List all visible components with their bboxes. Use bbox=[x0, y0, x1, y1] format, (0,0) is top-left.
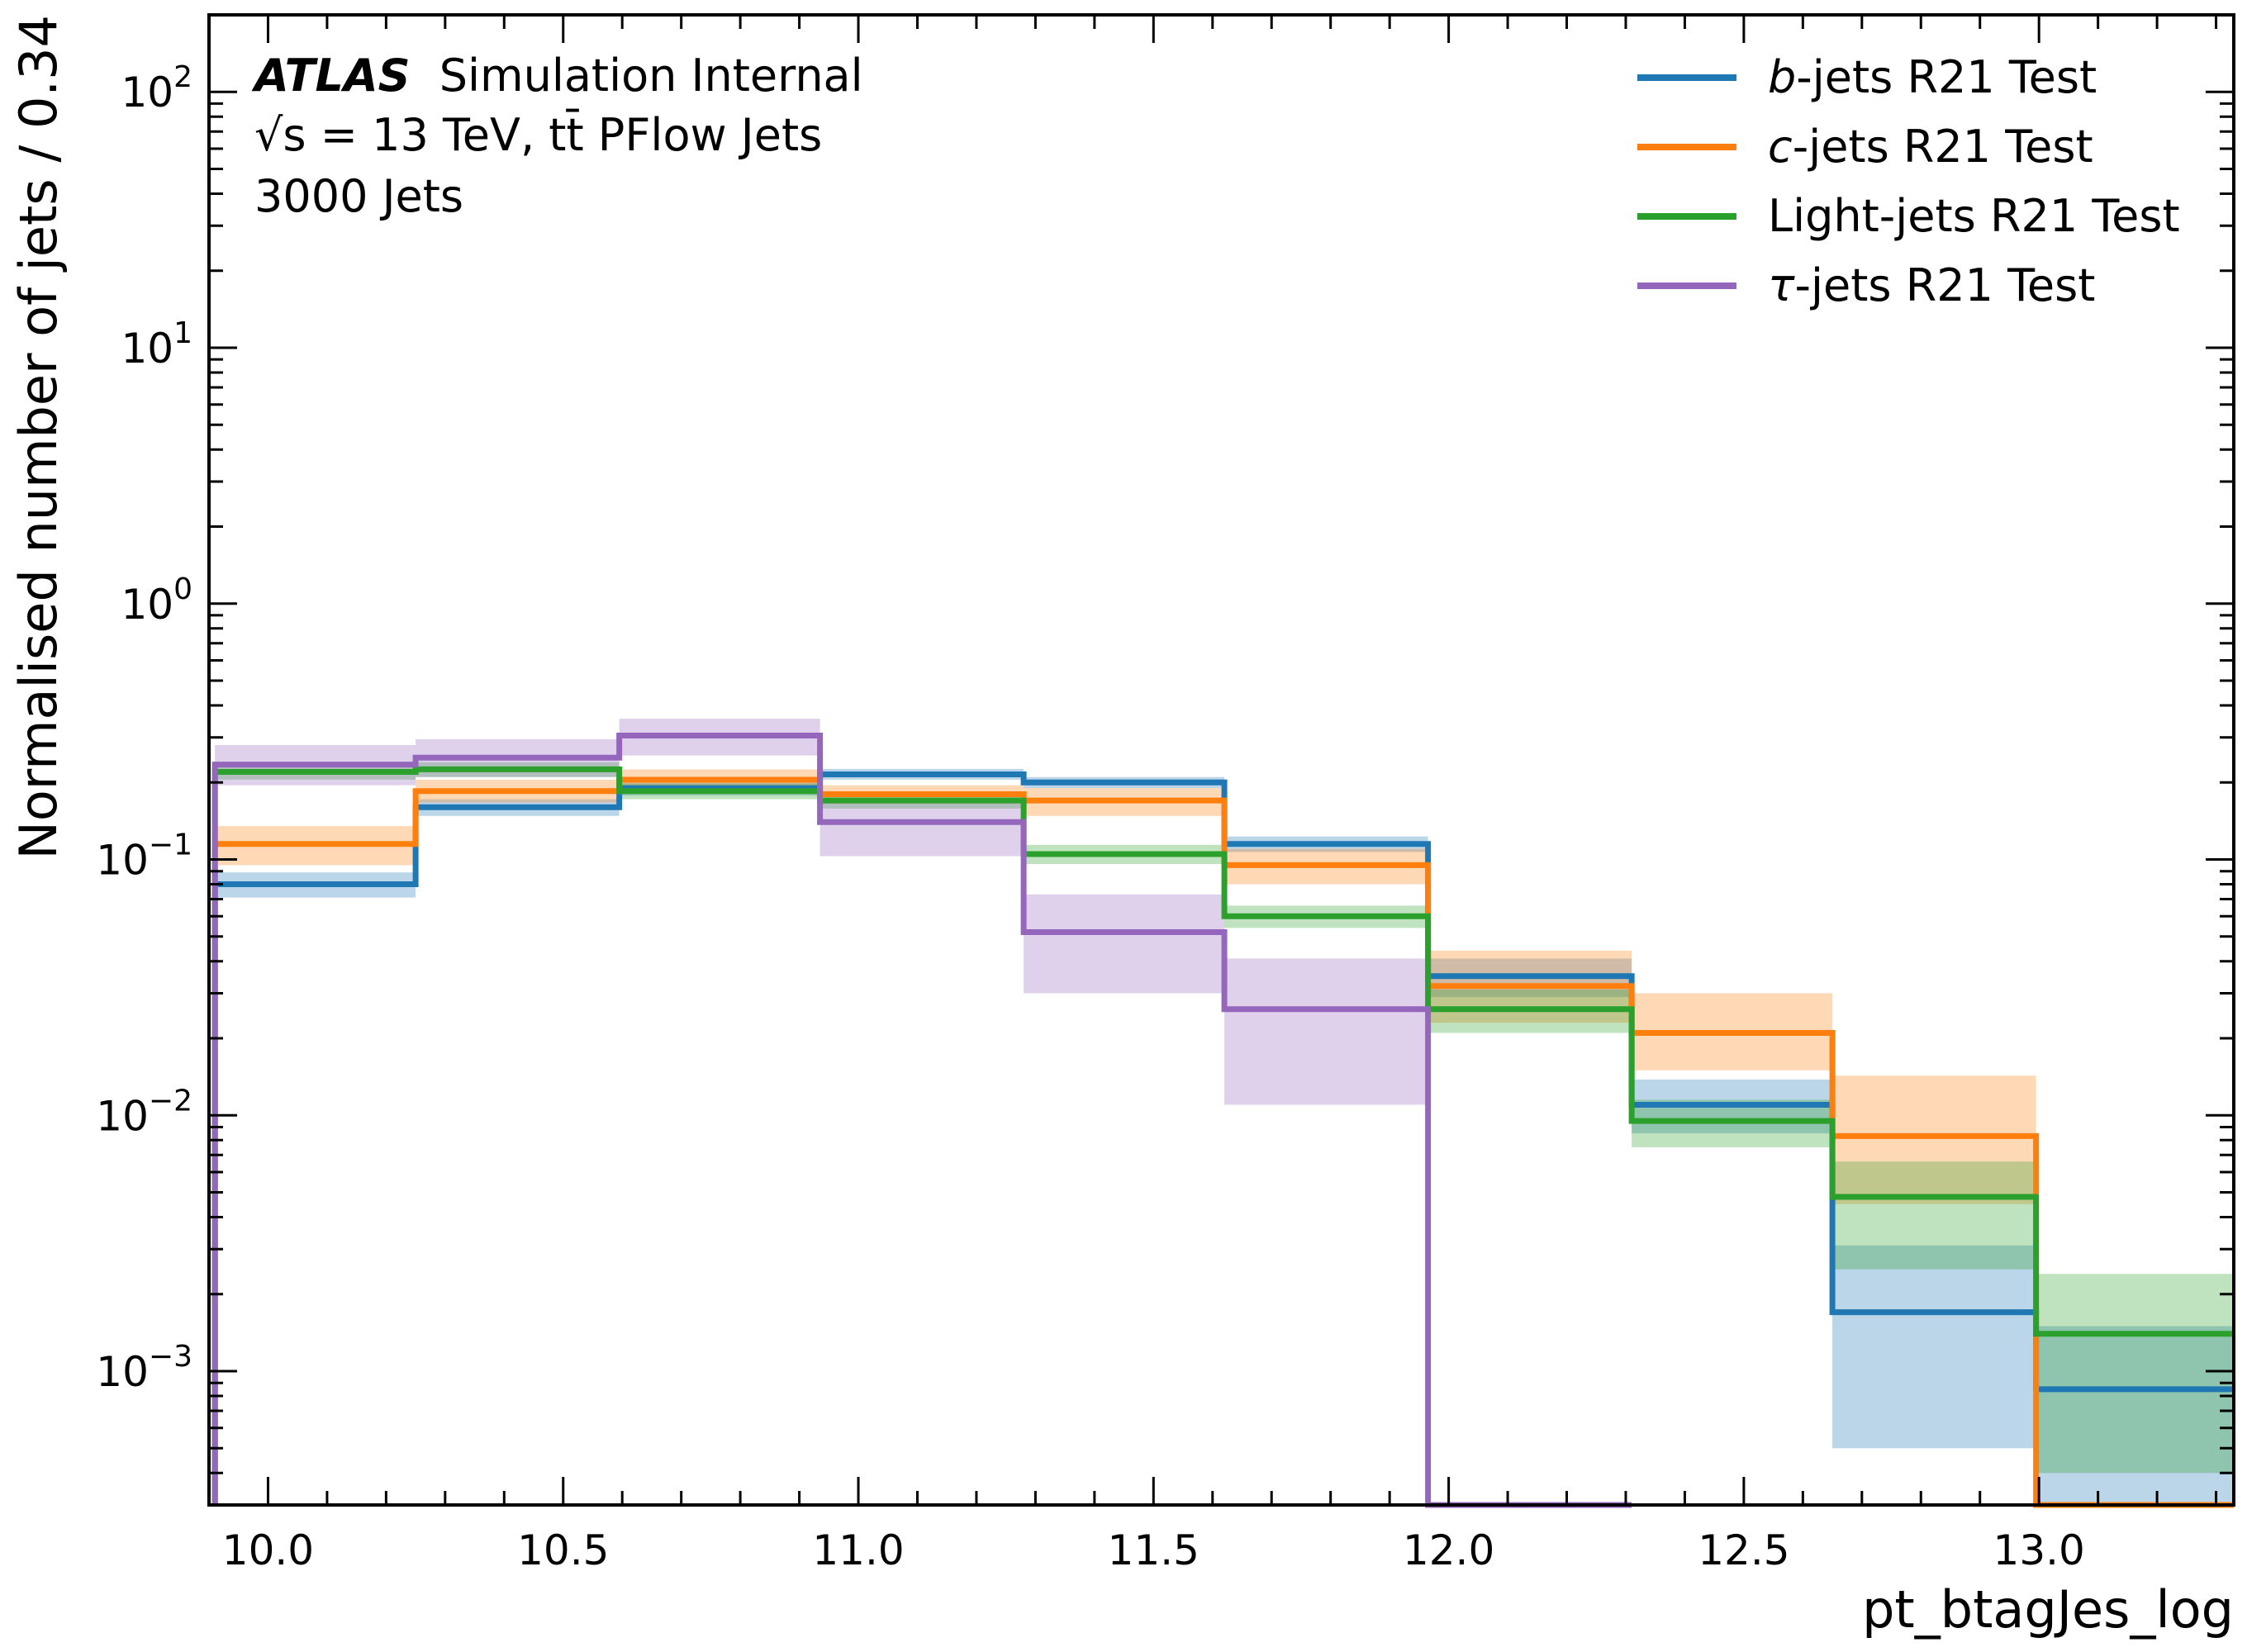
y-axis-label: Normalised number of jets / 0.34 bbox=[8, 15, 69, 860]
band-1-bin-8 bbox=[1832, 1075, 2036, 1204]
uncertainty-bands bbox=[215, 719, 2234, 1505]
x-tick-label: 12.0 bbox=[1403, 1526, 1494, 1574]
atlas-status: Simulation Internal bbox=[439, 50, 863, 102]
series-line-0 bbox=[211, 771, 2234, 1505]
legend-label: c-jets R21 Test bbox=[1768, 121, 2093, 173]
y-tick-exp: −1 bbox=[149, 828, 192, 862]
legend-label: b-jets R21 Test bbox=[1768, 51, 2097, 103]
plot-frame bbox=[207, 13, 2235, 1507]
series-line-1 bbox=[211, 776, 2234, 1508]
series-line-3 bbox=[211, 733, 1632, 1508]
y-tick-exp: −3 bbox=[149, 1340, 192, 1374]
y-tick-label: 10−1 bbox=[96, 828, 192, 885]
legend-label: Light-jets R21 Test bbox=[1768, 190, 2180, 242]
y-tick-base: 10 bbox=[121, 69, 173, 116]
x-tick-label: 11.0 bbox=[812, 1526, 904, 1574]
x-tick-labels: 10.0 10.5 11.0 11.5 12.0 12.5 13.0 bbox=[222, 1526, 2085, 1574]
axis-ticks bbox=[209, 13, 2234, 1507]
atlas-experiment: ATLAS bbox=[251, 50, 411, 102]
y-tick-exp: 1 bbox=[173, 316, 192, 350]
legend-label-rest: -jets R21 Test bbox=[1796, 51, 2097, 103]
y-tick-base: 10 bbox=[121, 581, 173, 629]
energy-label: √s = 13 TeV, tt̄ PFlow Jets bbox=[254, 109, 822, 161]
atlas-label-line: ATLAS Simulation Internal bbox=[251, 50, 863, 102]
legend-label-rest: -jets R21 Test bbox=[1795, 259, 2096, 311]
atlas-annotation: ATLAS Simulation Internal √s = 13 TeV, t… bbox=[251, 50, 863, 222]
y-tick-base: 10 bbox=[121, 325, 173, 373]
y-tick-exp: 0 bbox=[173, 572, 192, 606]
y-tick-base: 10 bbox=[96, 1092, 149, 1140]
band-0-bin-8 bbox=[1832, 1245, 2036, 1449]
series-line-2 bbox=[211, 766, 2234, 1505]
legend-label: τ-jets R21 Test bbox=[1768, 259, 2095, 311]
x-tick-label: 13.0 bbox=[1993, 1526, 2085, 1574]
legend-label-italic: τ bbox=[1768, 259, 1795, 311]
step-lines bbox=[211, 733, 2234, 1508]
x-tick-label: 10.5 bbox=[517, 1526, 609, 1574]
legend-label-rest: -jets R21 Test bbox=[1793, 121, 2093, 173]
band-3-bin-3 bbox=[819, 800, 1024, 857]
legend-label-italic: b bbox=[1768, 51, 1796, 103]
band-0-bin-9 bbox=[2036, 1326, 2234, 1505]
x-tick-label: 12.5 bbox=[1698, 1526, 1789, 1574]
jets-count-label: 3000 Jets bbox=[254, 170, 463, 222]
y-tick-label: 101 bbox=[121, 316, 192, 373]
band-3-bin-5 bbox=[1224, 958, 1428, 1105]
y-tick-label: 10−2 bbox=[96, 1084, 192, 1140]
x-tick-label: 10.0 bbox=[222, 1526, 314, 1574]
y-tick-label: 100 bbox=[121, 572, 192, 629]
y-tick-label: 102 bbox=[121, 60, 192, 116]
band-2-bin-8 bbox=[1832, 1161, 2036, 1270]
y-tick-base: 10 bbox=[96, 1348, 149, 1396]
y-tick-exp: −2 bbox=[149, 1084, 192, 1118]
x-tick-label: 11.5 bbox=[1108, 1526, 1200, 1574]
y-tick-label: 10−3 bbox=[96, 1340, 192, 1396]
band-2-bin-9 bbox=[2036, 1274, 2234, 1474]
x-axis-label: pt_btagJes_log bbox=[1862, 1579, 2234, 1640]
y-tick-base: 10 bbox=[96, 837, 149, 885]
legend-label-rest: Light-jets R21 Test bbox=[1768, 190, 2180, 242]
y-tick-exp: 2 bbox=[173, 60, 192, 94]
legend-label-italic: c bbox=[1768, 121, 1793, 173]
band-3-bin-4 bbox=[1024, 894, 1225, 994]
